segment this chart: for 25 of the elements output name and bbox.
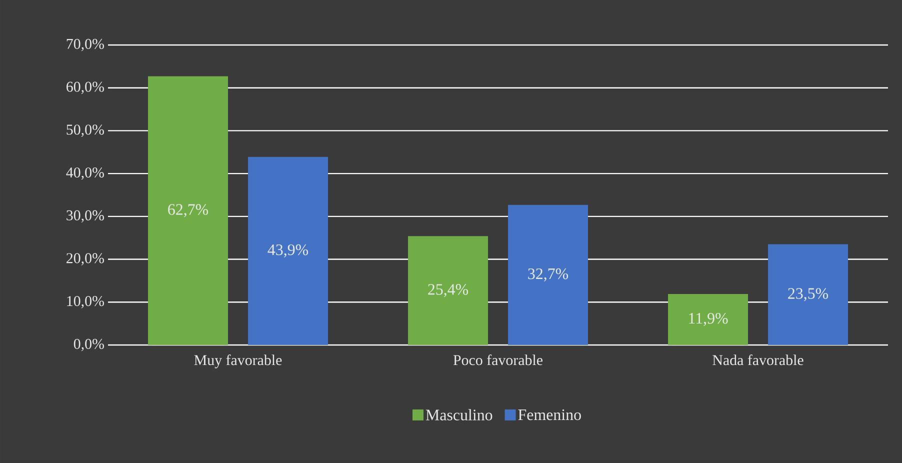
y-tick-label: 60,0% <box>66 82 104 94</box>
y-tick-label: 30,0% <box>66 210 104 223</box>
bar <box>248 156 328 345</box>
data-label: 23,5% <box>788 288 828 302</box>
data-label: 11,9% <box>689 312 728 326</box>
y-tick-label: 10,0% <box>67 296 104 308</box>
y-tick-label: 50,0% <box>66 124 104 137</box>
x-tick-label: Nada favorable <box>712 354 804 366</box>
data-label: 25,4% <box>428 284 468 298</box>
y-tick-label: 0,0% <box>74 338 104 352</box>
data-label: 62,7% <box>168 204 208 218</box>
bar <box>668 294 748 345</box>
bar <box>408 236 488 345</box>
bar <box>768 244 848 345</box>
y-tick-label: 70,0% <box>66 38 104 52</box>
bar <box>148 76 228 345</box>
data-label: 43,9% <box>268 244 308 258</box>
y-tick-label: 20,0% <box>66 253 104 266</box>
bar <box>508 204 588 345</box>
x-tick-label: Muy favorable <box>194 354 282 368</box>
legend-label: Femenino <box>518 409 581 420</box>
y-tick-label: 40,0% <box>66 167 104 180</box>
x-tick-label: Poco favorable <box>453 354 542 366</box>
data-label: 32,7% <box>528 268 568 282</box>
legend-label: Masculino <box>426 409 492 420</box>
